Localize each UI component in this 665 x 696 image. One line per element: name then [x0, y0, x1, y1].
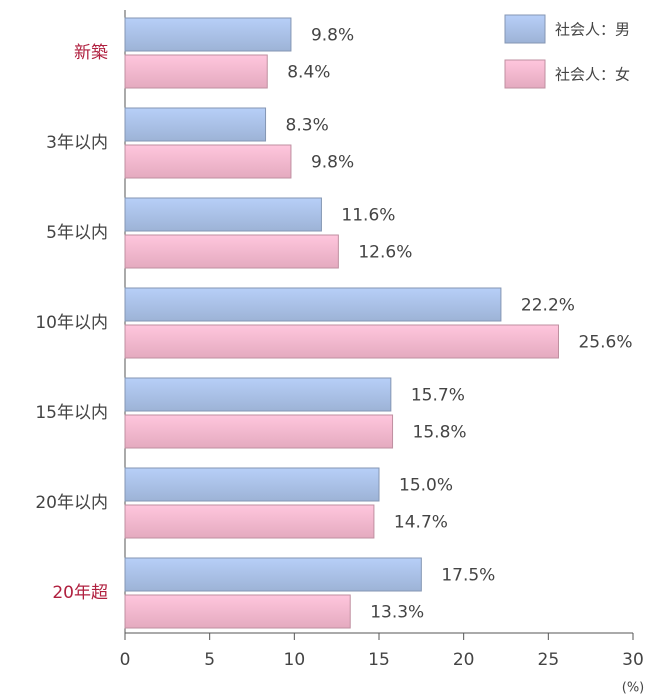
value-label: 9.8% — [311, 26, 354, 46]
x-tick-label: 30 — [622, 650, 644, 670]
value-label: 11.6% — [341, 206, 395, 226]
legend-label: 社会人：男 — [555, 21, 630, 39]
value-label: 15.8% — [413, 423, 467, 443]
y-tick-label: 15年以内 — [35, 403, 108, 423]
x-tick-label: 5 — [204, 650, 215, 670]
bar — [124, 197, 322, 232]
bar — [124, 144, 292, 179]
x-tick-label: 0 — [120, 650, 131, 670]
value-label: 17.5% — [441, 566, 495, 586]
y-tick-label: 5年以内 — [46, 223, 108, 243]
bar — [124, 467, 380, 502]
value-label: 15.7% — [411, 386, 465, 406]
bar — [124, 54, 268, 89]
value-label: 22.2% — [521, 296, 575, 316]
y-tick-label: 20年超 — [52, 583, 108, 603]
y-tick-label: 3年以内 — [46, 133, 108, 153]
value-label: 25.6% — [578, 333, 632, 353]
value-label: 8.3% — [286, 116, 329, 136]
x-tick-label: 25 — [538, 650, 560, 670]
x-tick-label: 20 — [453, 650, 475, 670]
value-label: 15.0% — [399, 476, 453, 496]
bar — [124, 557, 422, 592]
bar — [124, 594, 351, 629]
bar — [124, 377, 392, 412]
value-label: 12.6% — [358, 243, 412, 263]
y-tick-label: 20年以内 — [35, 493, 108, 513]
value-label: 13.3% — [370, 603, 424, 623]
value-label: 8.4% — [287, 63, 330, 83]
y-tick-label: 新築 — [74, 43, 108, 63]
x-tick-label: 15 — [368, 650, 390, 670]
legend-label: 社会人：女 — [555, 66, 630, 84]
bar — [124, 414, 394, 449]
bar — [124, 107, 267, 142]
bar — [124, 287, 502, 322]
legend-swatch — [504, 59, 546, 89]
y-tick-label: 10年以内 — [35, 313, 108, 333]
bar — [124, 324, 559, 359]
bar — [124, 504, 375, 539]
value-label: 14.7% — [394, 513, 448, 533]
x-axis-label: (%) — [622, 681, 645, 696]
bar — [124, 17, 292, 52]
legend-swatch — [504, 14, 546, 44]
x-tick-label: 10 — [284, 650, 306, 670]
bar — [124, 234, 339, 269]
value-label: 9.8% — [311, 153, 354, 173]
